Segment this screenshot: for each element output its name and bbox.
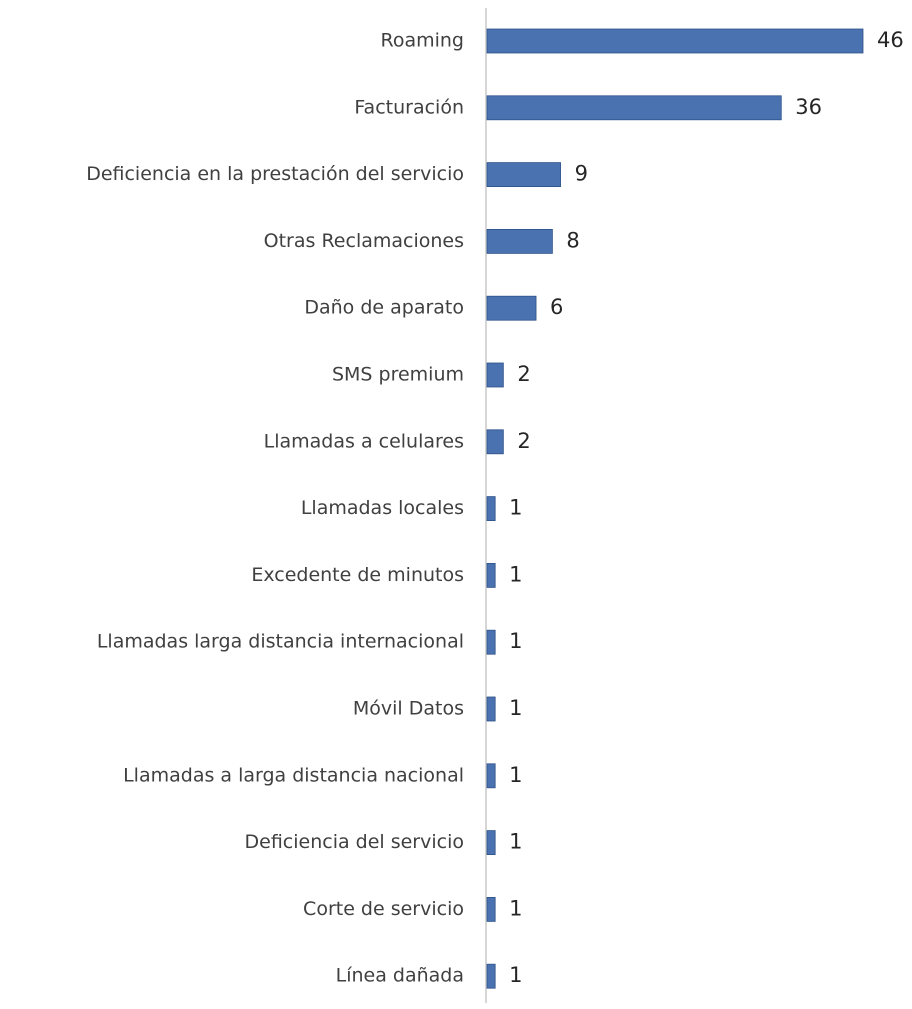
bar [486, 28, 864, 54]
category-label: Otras Reclamaciones [264, 230, 464, 252]
data-label: 1 [509, 696, 522, 720]
bar [486, 763, 496, 789]
category-label: Deficiencia en la prestación del servici… [86, 163, 464, 185]
value-label-group: 46 36 9 8 6 2 2 1 1 1 1 1 1 1 1 [509, 28, 904, 987]
data-label: 1 [509, 562, 522, 586]
data-label: 8 [566, 228, 579, 252]
category-label: Daño de aparato [304, 297, 464, 319]
data-label: 2 [517, 362, 530, 386]
category-label: Deficiencia del servicio [245, 831, 465, 853]
bar [486, 162, 561, 188]
bar [486, 563, 496, 588]
bar [486, 696, 496, 722]
data-label: 1 [509, 496, 522, 520]
category-label: SMS premium [332, 364, 464, 386]
bar [486, 496, 496, 522]
category-label: Móvil Datos [353, 698, 464, 720]
data-label: 36 [795, 95, 822, 119]
bar [486, 295, 537, 321]
data-label: 1 [509, 763, 522, 787]
category-label: Llamadas larga distancia internacional [97, 631, 464, 653]
data-label: 46 [877, 28, 904, 52]
data-label: 1 [509, 629, 522, 653]
category-label: Corte de servicio [303, 898, 464, 920]
category-label: Llamadas locales [301, 497, 464, 519]
bar [486, 830, 496, 855]
data-label: 1 [509, 830, 522, 854]
bar [486, 95, 782, 121]
bar-group [486, 28, 864, 989]
data-label: 9 [575, 162, 588, 186]
bar [486, 897, 496, 922]
bar [486, 629, 496, 655]
category-label: Roaming [380, 30, 464, 52]
category-label: Llamadas a celulares [264, 430, 464, 452]
category-label-group: Roaming Facturación Deficiencia en la pres… [86, 30, 464, 987]
bar [486, 228, 553, 254]
category-label: Línea dañada [336, 965, 464, 987]
bar [486, 963, 496, 989]
data-label: 1 [509, 896, 522, 920]
data-label: 2 [517, 429, 530, 453]
category-label: Excedente de minutos [251, 564, 464, 586]
data-label: 1 [509, 963, 522, 987]
data-label: 6 [550, 295, 563, 319]
category-label: Facturación [354, 96, 464, 118]
bar [486, 429, 504, 455]
bar [486, 362, 504, 388]
category-label: Llamadas a larga distancia nacional [123, 764, 464, 786]
